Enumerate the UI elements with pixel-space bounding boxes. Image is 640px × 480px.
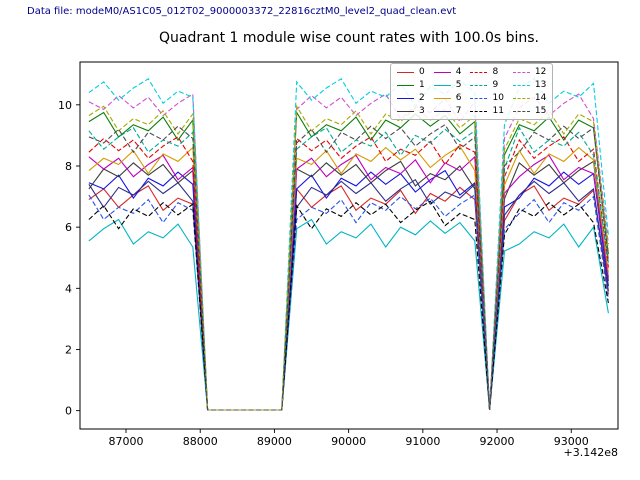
- legend-label: 7: [455, 106, 462, 116]
- legend-item-13: 13: [512, 80, 547, 90]
- data-file-label: Data file: modeM0/AS1C05_012T02_90000033…: [27, 6, 457, 17]
- legend-line-sample: [433, 110, 451, 112]
- series-0-line: [88, 185, 609, 411]
- legend-label: 0: [419, 67, 425, 77]
- legend-line-sample: [433, 71, 451, 73]
- series-7-line: [88, 178, 609, 411]
- x-axis-offset-label: +3.142e8: [563, 446, 618, 459]
- legend-item-6: 6: [433, 93, 462, 103]
- legend-label: 11: [492, 106, 504, 116]
- series-11-line: [88, 200, 609, 411]
- legend-item-2: 2: [397, 93, 425, 103]
- legend-column: 8 9 10 11: [470, 67, 504, 116]
- chart-title: Quadrant 1 module wise count rates with …: [159, 30, 539, 46]
- legend-column: 0 1 2 3: [397, 67, 425, 116]
- legend-item-1: 1: [397, 80, 425, 90]
- legend-item-0: 0: [397, 67, 425, 77]
- y-tick-label: 4: [65, 282, 72, 295]
- series-4-line: [88, 154, 609, 411]
- series-5-line: [88, 218, 609, 411]
- x-tick-label: 90000: [331, 435, 366, 448]
- legend-line-sample: [397, 97, 414, 99]
- y-tick-label: 2: [65, 343, 72, 356]
- legend-item-4: 4: [433, 67, 462, 77]
- legend-column: 12 13 14 15: [512, 67, 547, 116]
- series-9-line: [88, 126, 609, 411]
- legend-line-sample: [470, 71, 488, 73]
- legend-label: 9: [492, 80, 499, 90]
- legend-line-sample: [397, 71, 414, 73]
- legend-line-sample: [433, 97, 451, 99]
- legend-label: 5: [455, 80, 462, 90]
- legend-item-14: 14: [512, 93, 547, 103]
- legend-item-12: 12: [512, 67, 547, 77]
- legend-label: 2: [419, 93, 425, 103]
- legend-item-3: 3: [397, 106, 425, 116]
- legend-label: 15: [534, 106, 547, 116]
- legend-line-sample: [397, 84, 414, 86]
- series-15-line: [88, 123, 609, 411]
- legend-item-11: 11: [470, 106, 504, 116]
- legend-label: 8: [492, 67, 499, 77]
- series-10-line: [88, 194, 609, 411]
- series-8-line: [88, 136, 609, 411]
- y-tick-label: 10: [58, 99, 72, 112]
- y-tick-label: 6: [65, 221, 72, 234]
- legend-line-sample: [512, 84, 530, 86]
- x-tick-label: 91000: [405, 435, 440, 448]
- legend-line-sample: [397, 110, 414, 112]
- legend-label: 4: [455, 67, 462, 77]
- series-2-line: [88, 169, 609, 411]
- legend-label: 6: [455, 93, 462, 103]
- x-tick-label: 92000: [480, 435, 515, 448]
- legend: 0 1 2 3 4 5 6 7 8 9 10 11 12 13 14 15: [390, 63, 554, 120]
- x-tick-label: 87000: [109, 435, 144, 448]
- series-6-line: [88, 145, 609, 411]
- x-tick-label: 89000: [257, 435, 292, 448]
- series-12-line: [88, 93, 609, 411]
- legend-line-sample: [470, 97, 488, 99]
- legend-label: 13: [534, 80, 547, 90]
- legend-item-10: 10: [470, 93, 504, 103]
- legend-item-9: 9: [470, 80, 503, 90]
- axes-frame: [79, 61, 619, 430]
- y-tick-label: 0: [65, 405, 72, 418]
- x-tick-label: 93000: [554, 435, 589, 448]
- legend-line-sample: [512, 97, 530, 99]
- legend-label: 3: [419, 106, 425, 116]
- series-3-line: [88, 160, 609, 411]
- series-13-line: [88, 78, 609, 411]
- legend-column: 4 5 6 7: [433, 67, 462, 116]
- legend-item-15: 15: [512, 106, 547, 116]
- series-1-line: [88, 110, 609, 411]
- y-tick-label: 8: [65, 160, 72, 173]
- legend-line-sample: [470, 110, 488, 112]
- legend-label: 1: [419, 80, 425, 90]
- legend-item-7: 7: [433, 106, 462, 116]
- legend-item-5: 5: [433, 80, 462, 90]
- legend-label: 10: [492, 93, 504, 103]
- legend-line-sample: [470, 84, 488, 86]
- legend-label: 12: [534, 67, 547, 77]
- legend-label: 14: [534, 93, 547, 103]
- legend-item-8: 8: [470, 67, 503, 77]
- legend-line-sample: [512, 110, 530, 112]
- x-tick-label: 88000: [183, 435, 218, 448]
- legend-line-sample: [512, 71, 530, 73]
- legend-line-sample: [433, 84, 451, 86]
